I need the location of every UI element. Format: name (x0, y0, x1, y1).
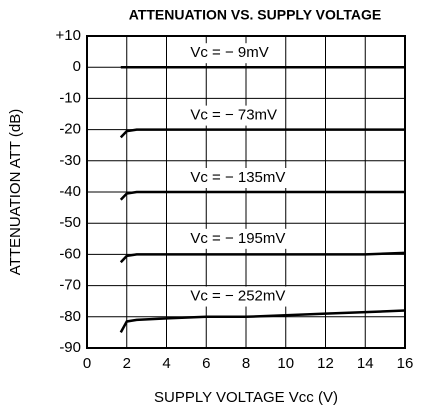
chart-title: ATTENUATION VS. SUPPLY VOLTAGE (129, 7, 382, 23)
y-tick-label: 0 (73, 58, 81, 75)
series-label: Vc = − 135mV (190, 169, 285, 186)
series-label: Vc = − 73mV (190, 107, 277, 124)
x-tick-label: 16 (397, 355, 414, 372)
x-tick-label: 0 (83, 355, 91, 372)
x-tick-label: 8 (242, 355, 250, 372)
y-tick-label: -80 (59, 308, 81, 325)
series-line (119, 251, 406, 264)
series-line (119, 128, 405, 139)
series-line (119, 190, 405, 201)
series-line (119, 309, 406, 333)
y-tick-label: -10 (59, 89, 81, 106)
series-label-bg (186, 286, 290, 307)
y-tick-label: +10 (56, 27, 81, 44)
x-tick-label: 2 (123, 355, 131, 372)
y-axis-label: ATTENUATION ATT (dB) (7, 109, 24, 275)
series-label: Vc = − 9mV (190, 44, 268, 61)
x-tick-label: 4 (162, 355, 170, 372)
series-label-bg (186, 168, 290, 188)
x-axis-label: SUPPLY VOLTAGE Vcc (V) (154, 389, 338, 406)
y-tick-label: -30 (59, 152, 81, 169)
y-tick-label: -90 (59, 339, 81, 356)
y-tick-label: -50 (59, 214, 81, 231)
series-label-bg (186, 105, 282, 126)
series-label-bg (186, 228, 290, 249)
series-label: Vc = − 252mV (190, 288, 285, 305)
y-tick-label: -40 (59, 183, 81, 200)
x-tick-label: 14 (357, 355, 374, 372)
y-tick-label: -60 (59, 245, 81, 262)
x-tick-label: 6 (202, 355, 210, 372)
x-tick-label: 10 (277, 355, 294, 372)
series-label: Vc = − 195mV (190, 230, 285, 247)
series-label-bg (186, 43, 273, 64)
y-tick-label: -20 (59, 121, 81, 138)
x-tick-label: 12 (317, 355, 334, 372)
y-tick-label: -70 (59, 277, 81, 294)
